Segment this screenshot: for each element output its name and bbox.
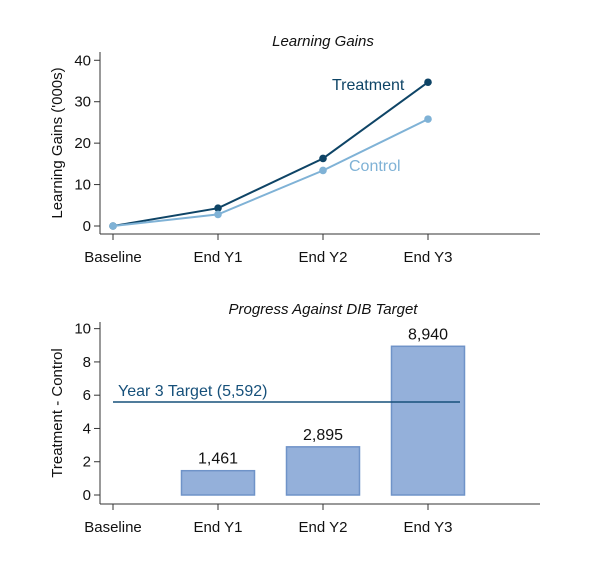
- chart1-y-tick-label: 20: [74, 135, 91, 152]
- bar-end-y2: [285, 446, 361, 496]
- chart2-title: Progress Against DIB Target: [229, 301, 419, 318]
- series-point-treatment: [214, 204, 222, 212]
- chart1-x-tick-label: End Y2: [299, 249, 348, 266]
- chart1-y-tick-label: 10: [74, 177, 91, 194]
- chart2-x-tick-label: End Y3: [404, 519, 453, 536]
- chart1-y-tick-label: 0: [83, 218, 91, 235]
- series-label-control: Control: [349, 158, 401, 175]
- chart2-y-tick-label: 6: [83, 387, 91, 404]
- chart2-x-tick-label: Baseline: [84, 519, 142, 536]
- chart2-y-tick-label: 8: [83, 354, 91, 371]
- chart1-y-axis-label: Learning Gains ('000s): [49, 67, 66, 218]
- series-point-control: [109, 222, 117, 230]
- bar-end-y3: [390, 345, 466, 496]
- series-point-control: [214, 210, 222, 219]
- target-label: Year 3 Target (5,592): [118, 383, 267, 400]
- chart2-y-tick-label: 4: [83, 420, 91, 437]
- chart2-x-tick-label: End Y2: [299, 519, 348, 536]
- bar-data-label: 2,895: [303, 427, 343, 444]
- series-point-treatment: [319, 154, 327, 163]
- series-line-treatment: [112, 81, 429, 227]
- series-line-control: [112, 118, 429, 227]
- chart1-x-tick-label: End Y3: [404, 249, 453, 266]
- series-label-treatment: Treatment: [332, 77, 405, 94]
- chart2-y-tick-label: 10: [74, 321, 91, 338]
- chart1-y-tick-label: 30: [74, 94, 91, 111]
- bar-data-label: 1,461: [198, 451, 238, 468]
- bar-data-label: 8,940: [408, 326, 448, 343]
- chart1-x-tick-label: Baseline: [84, 249, 142, 266]
- chart1-x-tick-label: End Y1: [194, 249, 243, 266]
- series-point-treatment: [424, 78, 432, 87]
- bar-end-y1: [180, 469, 256, 496]
- chart2-y-axis-label: Treatment - Control: [49, 348, 66, 478]
- chart1-title: Learning Gains: [272, 33, 374, 50]
- chart2-x-tick-label: End Y1: [194, 519, 243, 536]
- chart2-y-tick-label: 0: [83, 487, 91, 504]
- chart2-y-tick-label: 2: [83, 454, 91, 471]
- series-point-control: [319, 166, 327, 175]
- chart1-y-tick-label: 40: [74, 52, 91, 69]
- series-point-control: [424, 115, 432, 123]
